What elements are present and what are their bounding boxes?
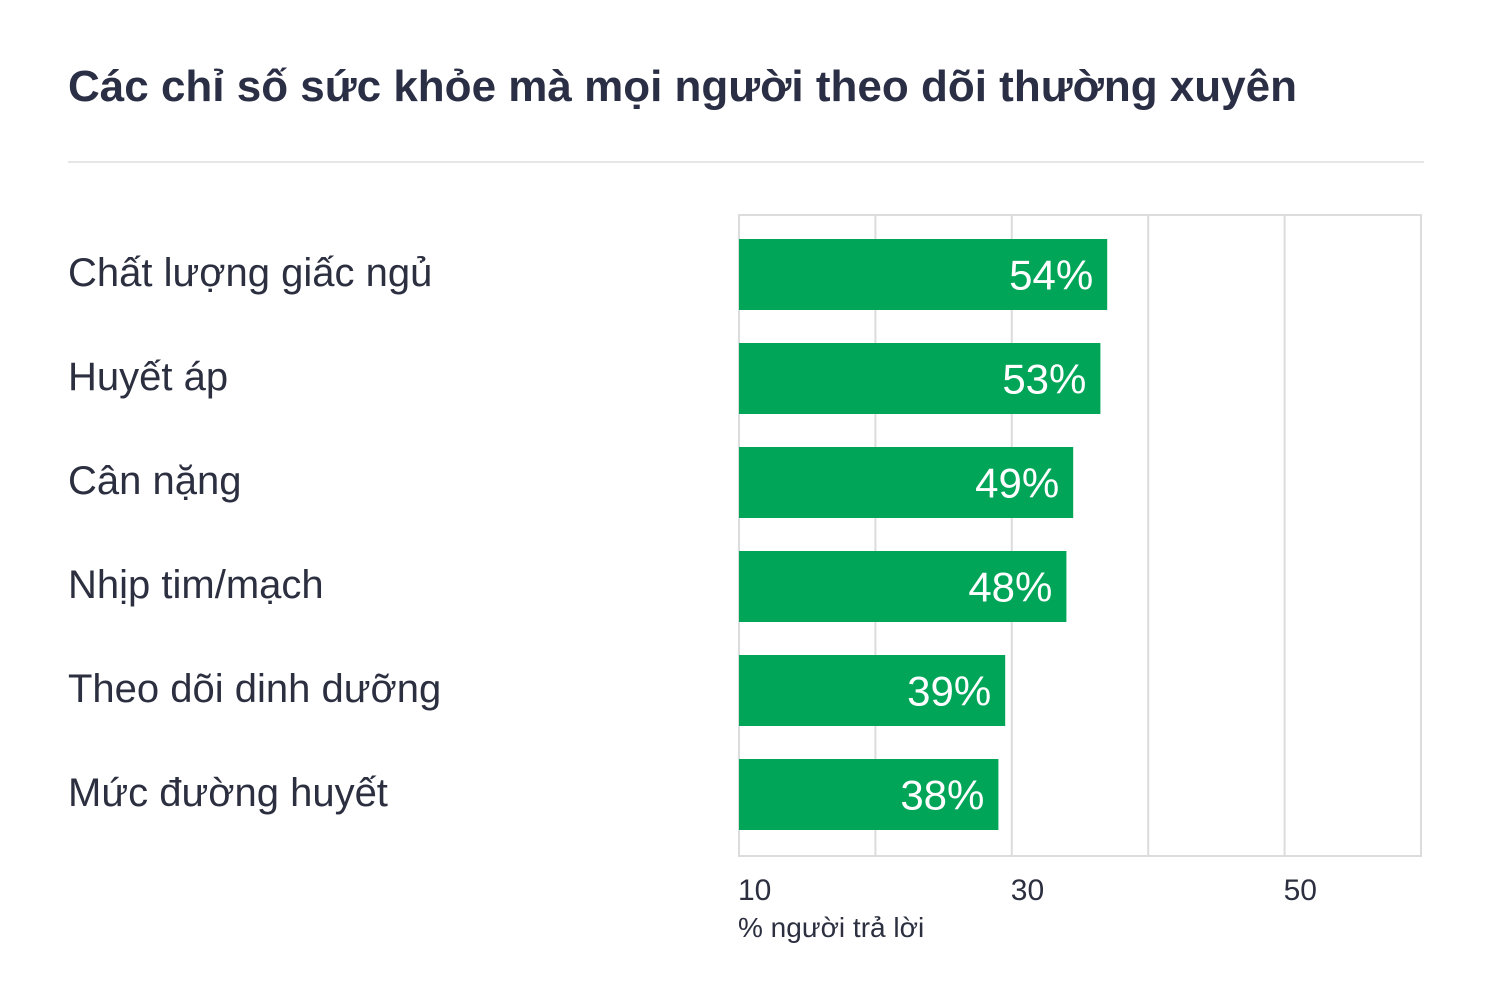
category-label: Chất lượng giấc ngủ [68, 251, 433, 295]
bar-value-label: 53% [1002, 356, 1086, 403]
bar [739, 239, 1108, 310]
plot-frame [738, 214, 1422, 857]
bar [739, 343, 1101, 414]
bar-value-label: 39% [907, 668, 991, 715]
bar-value-label: 49% [975, 460, 1059, 507]
bar-value-label: 38% [900, 772, 984, 819]
chart-title: Các chỉ số sức khỏe mà mọi người theo dõ… [68, 62, 1297, 111]
bar [739, 655, 1006, 726]
category-label: Nhịp tim/mạch [68, 563, 324, 607]
category-label: Mức đường huyết [68, 771, 388, 815]
title-divider [68, 161, 1424, 163]
bar [739, 447, 1074, 518]
bar [739, 551, 1067, 622]
bar-value-label: 48% [968, 564, 1052, 611]
x-axis-title: % người trả lời [738, 912, 925, 943]
bar-value-label: 54% [1009, 252, 1093, 299]
x-tick-label: 50 [1284, 874, 1317, 907]
category-label: Cân nặng [68, 459, 242, 503]
category-label: Theo dõi dinh dưỡng [68, 667, 442, 711]
bar [739, 759, 999, 830]
category-label: Huyết áp [68, 355, 229, 399]
x-tick-label: 10 [738, 874, 771, 907]
x-tick-label: 30 [1011, 874, 1044, 907]
